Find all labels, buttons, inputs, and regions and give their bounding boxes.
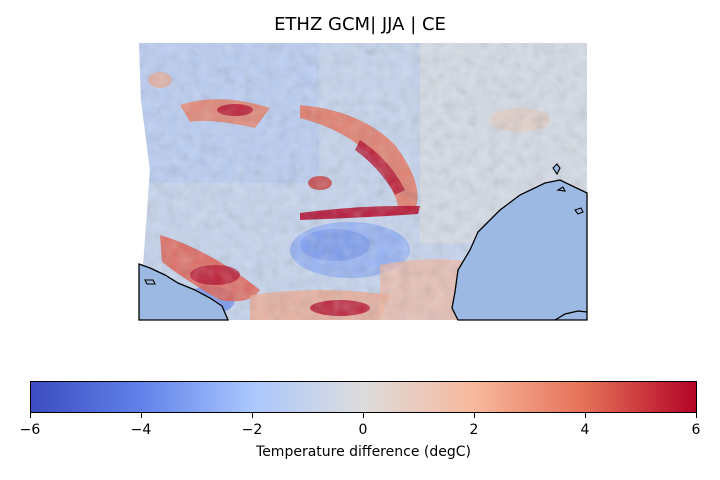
colorbar-tick-label: 6 xyxy=(691,422,701,438)
sea-east xyxy=(451,179,588,321)
colorbar-label: Temperature difference (degC) xyxy=(256,444,471,460)
colorbar-tick xyxy=(585,413,586,418)
colorbar-tick xyxy=(696,413,697,418)
colorbar-tick xyxy=(141,413,142,418)
colorbar-tick-label: −2 xyxy=(241,422,263,438)
colorbar-tick-label: −4 xyxy=(130,422,152,438)
colorbar-tick-label: 0 xyxy=(358,422,368,438)
colorbar-tick-label: 2 xyxy=(469,422,479,438)
coast-islands xyxy=(144,163,584,285)
sea-southwest xyxy=(138,263,229,321)
colorbar-tick-label: −6 xyxy=(19,422,41,438)
colorbar-tick xyxy=(252,413,253,418)
map-title: ETHZ GCM| JJA | CE xyxy=(274,14,446,35)
colorbar xyxy=(30,381,697,413)
coast-southeast xyxy=(554,310,588,321)
colorbar-tick xyxy=(474,413,475,418)
colorbar-tick-label: 4 xyxy=(580,422,590,438)
colorbar-tick xyxy=(363,413,364,418)
colorbar-tick xyxy=(30,413,31,418)
